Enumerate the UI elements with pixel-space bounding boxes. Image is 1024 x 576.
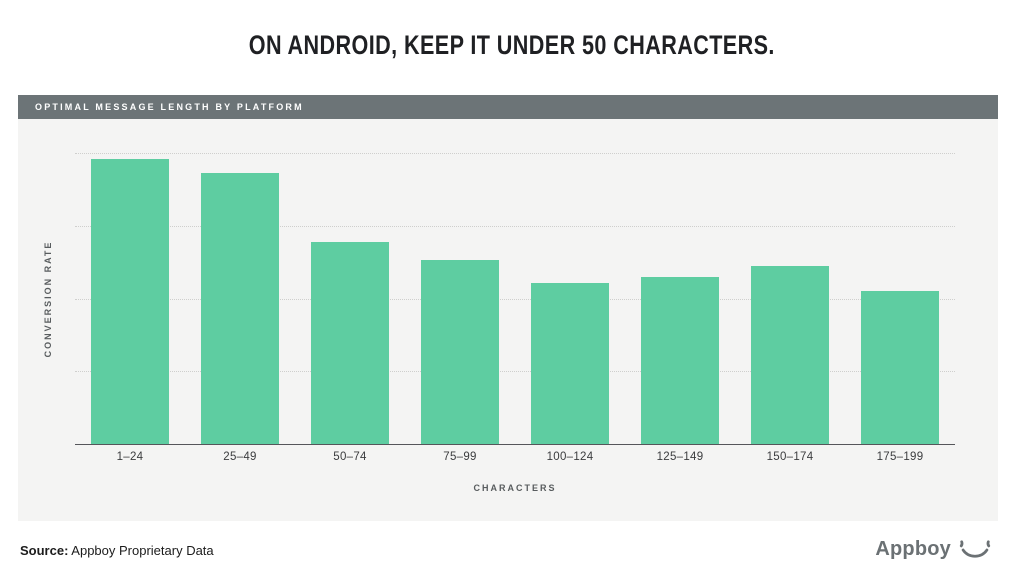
bar-150–174 [751,265,829,444]
page-title: ON ANDROID, KEEP IT UNDER 50 CHARACTERS. [0,30,1024,61]
appboy-logo: Appboy [875,538,992,561]
chart-panel: OPTIMAL MESSAGE LENGTH BY PLATFORM CONVE… [18,95,998,521]
source-label: Source: [20,543,69,558]
bar-75–99 [421,259,499,444]
gridline [75,153,955,154]
plot-area [75,153,955,445]
bar-slot [295,153,405,444]
gridline [75,298,955,300]
bar-slot [185,153,295,444]
x-tick-label: 50–74 [333,451,367,463]
bar-50–74 [311,242,389,444]
x-tick-label: 25–49 [223,451,257,463]
chart-header-bar: OPTIMAL MESSAGE LENGTH BY PLATFORM [18,95,998,119]
x-tick-label: 125–149 [656,451,704,463]
gridline [75,371,955,373]
smiley-wink-icon [958,539,992,561]
x-tick-label: 75–99 [443,451,477,463]
source-line: Source: Appboy Proprietary Data [20,543,214,558]
bar-slot [625,153,735,444]
y-axis-label: CONVERSION RATE [43,240,53,358]
bar-175–199 [861,290,939,444]
x-tick-labels: 1–24 25–49 50–74 75–99 100–124 125–149 150–174… [75,451,955,463]
x-tick-label: 150–174 [766,451,814,463]
source-text: Appboy Proprietary Data [68,543,214,558]
bar-slot [735,153,845,444]
bar-125–149 [641,277,719,444]
plot-bars [75,153,955,444]
bar-25–49 [201,172,279,444]
bar-100–124 [531,282,609,444]
bar-slot [75,153,185,444]
bar-slot [515,153,625,444]
bar-1–24 [91,158,169,444]
bar-slot [405,153,515,444]
appboy-logo-text: Appboy [875,538,951,560]
x-tick-label: 100–124 [546,451,594,463]
page-title-text: ON ANDROID, KEEP IT UNDER 50 CHARACTERS. [248,30,776,60]
bar-slot [845,153,955,444]
gridline [75,225,955,227]
x-tick-label: 175–199 [876,451,924,463]
x-tick-label: 1–24 [116,451,144,463]
x-axis-label: CHARACTERS [473,483,557,493]
